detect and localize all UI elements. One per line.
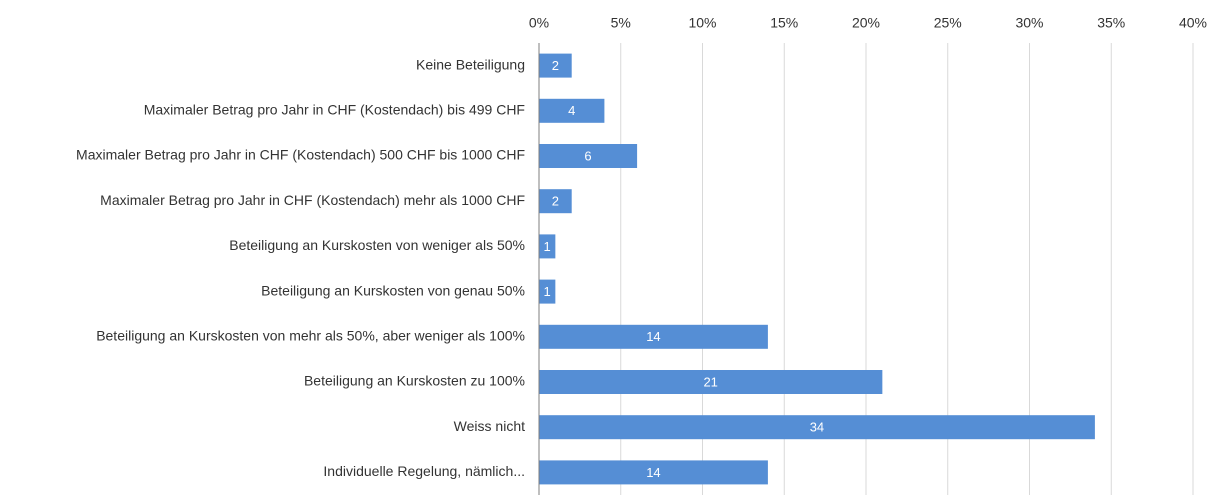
- bar: [539, 189, 572, 214]
- value-label: 4: [568, 103, 575, 118]
- bar: [539, 234, 556, 259]
- value-label: 14: [646, 329, 660, 344]
- bar: [539, 324, 768, 349]
- y-tick-label: Individuelle Regelung, nämlich...: [323, 463, 525, 479]
- value-label: 34: [810, 420, 824, 435]
- value-label: 1: [544, 284, 551, 299]
- value-label: 6: [584, 148, 591, 163]
- value-label: 2: [552, 58, 559, 73]
- x-tick-label: 0%: [529, 15, 549, 31]
- bar: [539, 53, 572, 78]
- bar: [539, 415, 1095, 440]
- value-label: 2: [552, 194, 559, 209]
- x-tick-label: 10%: [688, 15, 716, 31]
- bar: [539, 98, 605, 123]
- x-tick-label: 5%: [611, 15, 631, 31]
- y-tick-label: Keine Beteiligung: [416, 56, 525, 72]
- bar: [539, 370, 883, 394]
- x-tick-label: 40%: [1179, 15, 1207, 31]
- bar: [539, 144, 638, 168]
- y-tick-label: Weiss nicht: [454, 418, 525, 434]
- y-tick-label: Maximaler Betrag pro Jahr in CHF (Kosten…: [144, 102, 525, 118]
- x-tick-label: 35%: [1097, 15, 1125, 31]
- y-tick-label: Beteiligung an Kurskosten von weniger al…: [229, 237, 525, 253]
- y-tick-label: Beteiligung an Kurskosten von genau 50%: [261, 282, 525, 298]
- value-label: 1: [544, 239, 551, 254]
- x-tick-label: 20%: [852, 15, 880, 31]
- x-tick-label: 15%: [770, 15, 798, 31]
- value-label: 21: [703, 374, 717, 389]
- bar: [539, 279, 556, 304]
- y-tick-label: Maximaler Betrag pro Jahr in CHF (Kosten…: [100, 192, 525, 208]
- y-tick-label: Maximaler Betrag pro Jahr in CHF (Kosten…: [76, 147, 525, 163]
- bar: [539, 460, 768, 485]
- y-tick-label: Beteiligung an Kurskosten zu 100%: [304, 373, 525, 389]
- x-tick-label: 25%: [934, 15, 962, 31]
- y-tick-label: Beteiligung an Kurskosten von mehr als 5…: [96, 328, 525, 344]
- x-tick-label: 30%: [1015, 15, 1043, 31]
- value-label: 14: [646, 465, 660, 480]
